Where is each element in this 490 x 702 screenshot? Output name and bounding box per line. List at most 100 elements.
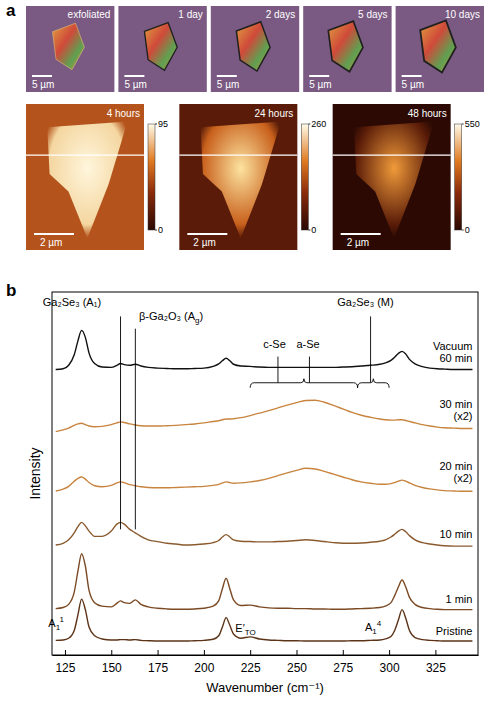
colorbar: [301, 124, 308, 230]
scale-bar-label: 5 µm: [402, 79, 424, 90]
image-label: 2 days: [266, 9, 295, 20]
x-tick: 225: [241, 650, 261, 675]
annotation-sup: 1: [59, 615, 64, 624]
flake: [144, 23, 177, 71]
scale-bar-label: 5 µm: [309, 79, 331, 90]
annotation-text: β-Ga₂O₃ (A: [139, 310, 196, 322]
series-label: 30 min(x2): [439, 398, 472, 422]
annotation-sub: TO: [245, 628, 256, 637]
x-tick: 150: [102, 650, 122, 675]
annotation: Ga₂Se₃ (A₁): [43, 296, 101, 308]
x-tick-label: 175: [148, 661, 168, 675]
afm-image: 4 hours2 µm095: [26, 104, 168, 250]
scale-bar-label: 2 µm: [40, 237, 62, 248]
colorbar-tick: [308, 124, 310, 125]
series-label-line: 20 min: [439, 460, 472, 472]
series-label: 20 min(x2): [439, 460, 472, 484]
x-tick: 250: [287, 650, 307, 675]
annotation: E′TO: [235, 622, 255, 637]
annotation-sub: 1: [56, 623, 61, 632]
x-tick-label: 275: [333, 661, 353, 675]
afm-image: 48 hours2 µm0550: [333, 104, 480, 250]
plot-area: [56, 330, 473, 641]
x-tick: 325: [426, 650, 446, 675]
annotation-text: Ga₂Se₃ (M): [337, 296, 393, 308]
panel-label: a: [6, 1, 16, 20]
scale-bar: [402, 75, 422, 77]
x-tick: 125: [55, 650, 75, 675]
scale-bar-label: 5 µm: [124, 79, 146, 90]
x-tick-label: 250: [287, 661, 307, 675]
spectrum-line: [56, 554, 473, 610]
series-label-line: Vacuum: [433, 340, 473, 352]
series-label: 1 min: [446, 593, 473, 605]
image-ground: [26, 104, 144, 250]
afm-image: 24 hours2 µm0260: [179, 104, 326, 250]
annotation-text: E′: [235, 622, 244, 634]
flake: [47, 122, 127, 239]
series-label: 10 min: [439, 528, 472, 540]
brace: [358, 379, 389, 388]
flake: [53, 23, 85, 69]
scale-bar-label: 5 µm: [217, 79, 239, 90]
x-tick-mark: [435, 650, 436, 655]
scale-bar: [341, 233, 381, 235]
colorbar-tick-label: 0: [311, 225, 316, 235]
x-axis-title: Wavenumber (cm⁻¹): [206, 680, 324, 695]
series-label: Pristine: [436, 625, 473, 637]
flake: [236, 22, 270, 71]
annotation: A14: [365, 619, 382, 636]
brace: [250, 379, 357, 388]
image-ground: [179, 104, 297, 250]
series-label-line: Pristine: [436, 625, 473, 637]
image-label: 48 hours: [408, 108, 447, 119]
scale-bar: [124, 75, 144, 77]
series-label-line: 30 min: [439, 398, 472, 410]
scale-bar: [187, 233, 227, 235]
colorbar-tick-label: 550: [465, 119, 480, 129]
colorbar-tick: [155, 124, 157, 125]
colorbar: [148, 124, 155, 230]
spectrum-line: [56, 468, 473, 491]
series-label: Vacuum60 min: [433, 340, 473, 364]
marker-line: [309, 357, 310, 383]
spectrum-line: [56, 330, 473, 369]
x-tick-mark: [158, 650, 159, 655]
marker-line: [370, 316, 371, 382]
x-tick-mark: [204, 650, 205, 655]
colorbar: [455, 124, 462, 230]
figure: aexfoliated5 µm1 day5 µm2 days5 µm5 days…: [0, 0, 490, 702]
x-tick: 200: [194, 650, 214, 675]
marker-line: [135, 329, 136, 530]
x-tick-mark: [343, 650, 344, 655]
annotations: Ga₂Se₃ (A₁)β-Ga₂O₃ (Ag)c-Sea-SeGa₂Se₃ (M…: [43, 296, 394, 637]
spectrum-line: [56, 522, 473, 546]
x-axis: 125150175200225250275300325: [53, 650, 479, 675]
image-label: 10 days: [445, 9, 480, 20]
colorbar-tick: [308, 230, 310, 231]
x-tick-mark: [296, 650, 297, 655]
series-label-line: 60 min: [439, 352, 472, 364]
image-label: 24 hours: [254, 108, 293, 119]
x-tick-mark: [389, 650, 390, 655]
image-label: exfoliated: [68, 9, 111, 20]
annotation-after: ): [200, 310, 204, 322]
profile-line: [179, 155, 297, 156]
annotation: a-Se: [296, 338, 319, 350]
x-tick-label: 125: [55, 661, 75, 675]
scale-bar: [309, 75, 329, 77]
flake: [420, 20, 456, 72]
optical-image: 2 days 5 µm: [211, 6, 299, 92]
colorbar-tick-label: 0: [158, 225, 163, 235]
x-tick-label: 225: [241, 661, 261, 675]
profile-line: [26, 155, 144, 156]
annotation: β-Ga₂O₃ (Ag): [139, 310, 203, 325]
scale-bar: [34, 233, 74, 235]
profile-line: [333, 155, 451, 156]
image-ground: [26, 6, 114, 92]
x-tick-mark: [111, 650, 112, 655]
x-tick: 275: [333, 650, 353, 675]
marker-line: [120, 316, 121, 529]
series-label-line: (x2): [453, 410, 472, 422]
y-axis-title: Intensity: [27, 447, 43, 499]
